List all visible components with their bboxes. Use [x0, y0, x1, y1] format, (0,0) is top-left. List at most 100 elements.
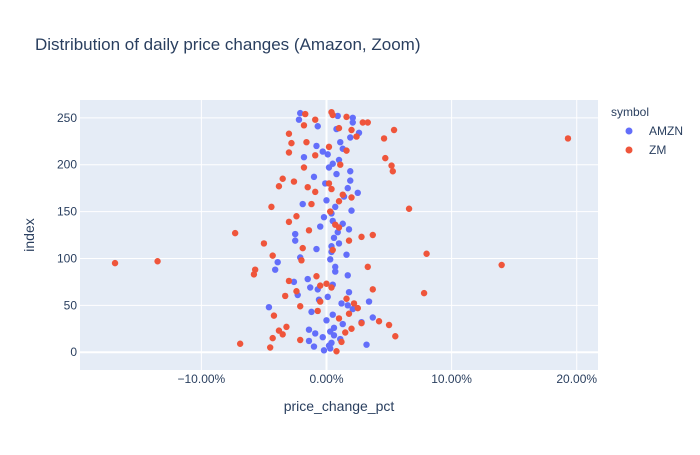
data-point-zm [285, 149, 293, 156]
data-point-zm [300, 164, 308, 171]
data-point-amzn [317, 223, 324, 230]
data-point-zm [154, 258, 161, 265]
data-point-amzn [274, 258, 281, 266]
legend[interactable]: AMZN ZM [625, 124, 684, 157]
data-point-zm [405, 205, 413, 212]
data-point-amzn [344, 302, 351, 309]
data-point-amzn [310, 343, 318, 350]
x-axis-label: price_change_pct [284, 398, 395, 414]
data-point-zm [342, 329, 349, 336]
data-point-zm [279, 175, 286, 182]
data-point-amzn [310, 173, 318, 181]
data-point-zm [275, 183, 283, 190]
data-point-amzn [333, 170, 340, 178]
data-point-zm [354, 304, 361, 312]
data-point-zm [283, 323, 290, 331]
y-axis-label: index [21, 218, 37, 251]
data-point-zm [358, 233, 365, 241]
y-tick-label: 150 [57, 205, 77, 219]
data-point-zm [304, 183, 311, 191]
data-point-zm [317, 282, 324, 289]
data-point-zm [328, 185, 335, 193]
data-point-zm [285, 218, 293, 226]
data-point-amzn [337, 138, 344, 146]
data-point-zm [335, 315, 343, 322]
data-point-amzn [328, 339, 335, 347]
data-point-zm [293, 213, 300, 220]
data-point-amzn [299, 200, 306, 208]
data-point-zm [348, 194, 355, 201]
data-point-amzn [319, 333, 326, 341]
data-point-zm [335, 198, 343, 205]
y-tick-label: 250 [57, 111, 77, 125]
data-point-zm [343, 295, 350, 302]
data-point-zm [303, 138, 310, 146]
data-point-amzn [334, 112, 341, 120]
data-point-amzn [265, 303, 273, 311]
data-point-zm [266, 344, 274, 351]
data-point-amzn [327, 256, 334, 263]
data-point-zm [325, 143, 333, 151]
data-point-amzn [271, 266, 279, 273]
data-point-amzn [320, 347, 328, 354]
data-point-amzn [347, 177, 354, 184]
data-point-zm [364, 119, 371, 126]
data-point-zm [236, 340, 244, 347]
x-tick-label: 10.00% [431, 372, 472, 386]
data-point-amzn [349, 119, 356, 126]
data-point-amzn [330, 234, 338, 242]
data-point-zm [329, 246, 336, 254]
data-point-zm [380, 135, 388, 142]
data-point-amzn [349, 305, 356, 313]
data-point-amzn [319, 148, 326, 155]
legend-marker-zm [625, 146, 633, 154]
chart-title: Distribution of daily price changes (Ama… [35, 35, 421, 54]
data-point-zm [388, 162, 395, 169]
legend-item-amzn[interactable]: AMZN [625, 124, 684, 138]
data-point-zm [345, 310, 353, 317]
data-point-amzn [329, 160, 336, 167]
data-point-amzn [369, 314, 376, 321]
data-point-amzn [347, 168, 354, 175]
data-point-amzn [335, 240, 343, 247]
data-point-amzn [305, 337, 313, 345]
data-point-zm [275, 327, 283, 334]
x-tick-label: −10.00% [178, 372, 226, 386]
data-point-amzn [332, 268, 339, 275]
data-point-amzn [300, 153, 308, 161]
data-point-zm [290, 178, 298, 185]
data-point-amzn [295, 116, 303, 123]
data-point-zm [269, 252, 276, 259]
data-point-zm [314, 307, 321, 315]
data-point-zm [420, 289, 428, 297]
data-point-zm [269, 334, 276, 342]
data-point-zm [298, 257, 305, 264]
data-point-zm [382, 154, 389, 162]
data-point-amzn [324, 151, 331, 158]
data-points [111, 108, 572, 355]
data-point-zm [343, 147, 350, 154]
data-point-zm [359, 119, 366, 126]
data-point-zm [327, 208, 334, 215]
data-point-amzn [345, 226, 353, 233]
data-point-amzn [344, 184, 351, 192]
data-point-zm [353, 133, 360, 140]
data-point-amzn [363, 341, 370, 348]
data-point-zm [308, 200, 315, 208]
legend-item-zm[interactable]: ZM [625, 143, 667, 157]
data-point-zm [332, 221, 339, 228]
data-point-zm [350, 300, 358, 307]
data-point-amzn [332, 203, 339, 211]
data-point-amzn [365, 298, 373, 305]
data-point-zm [312, 116, 319, 123]
data-point-zm [323, 280, 330, 287]
data-point-zm [337, 161, 344, 168]
data-point-zm [339, 191, 346, 198]
data-point-zm [348, 325, 355, 332]
data-point-amzn [354, 189, 361, 197]
data-point-zm [333, 348, 340, 355]
data-point-zm [288, 139, 295, 147]
y-tick-label: 200 [57, 158, 77, 172]
data-point-amzn [304, 275, 311, 283]
